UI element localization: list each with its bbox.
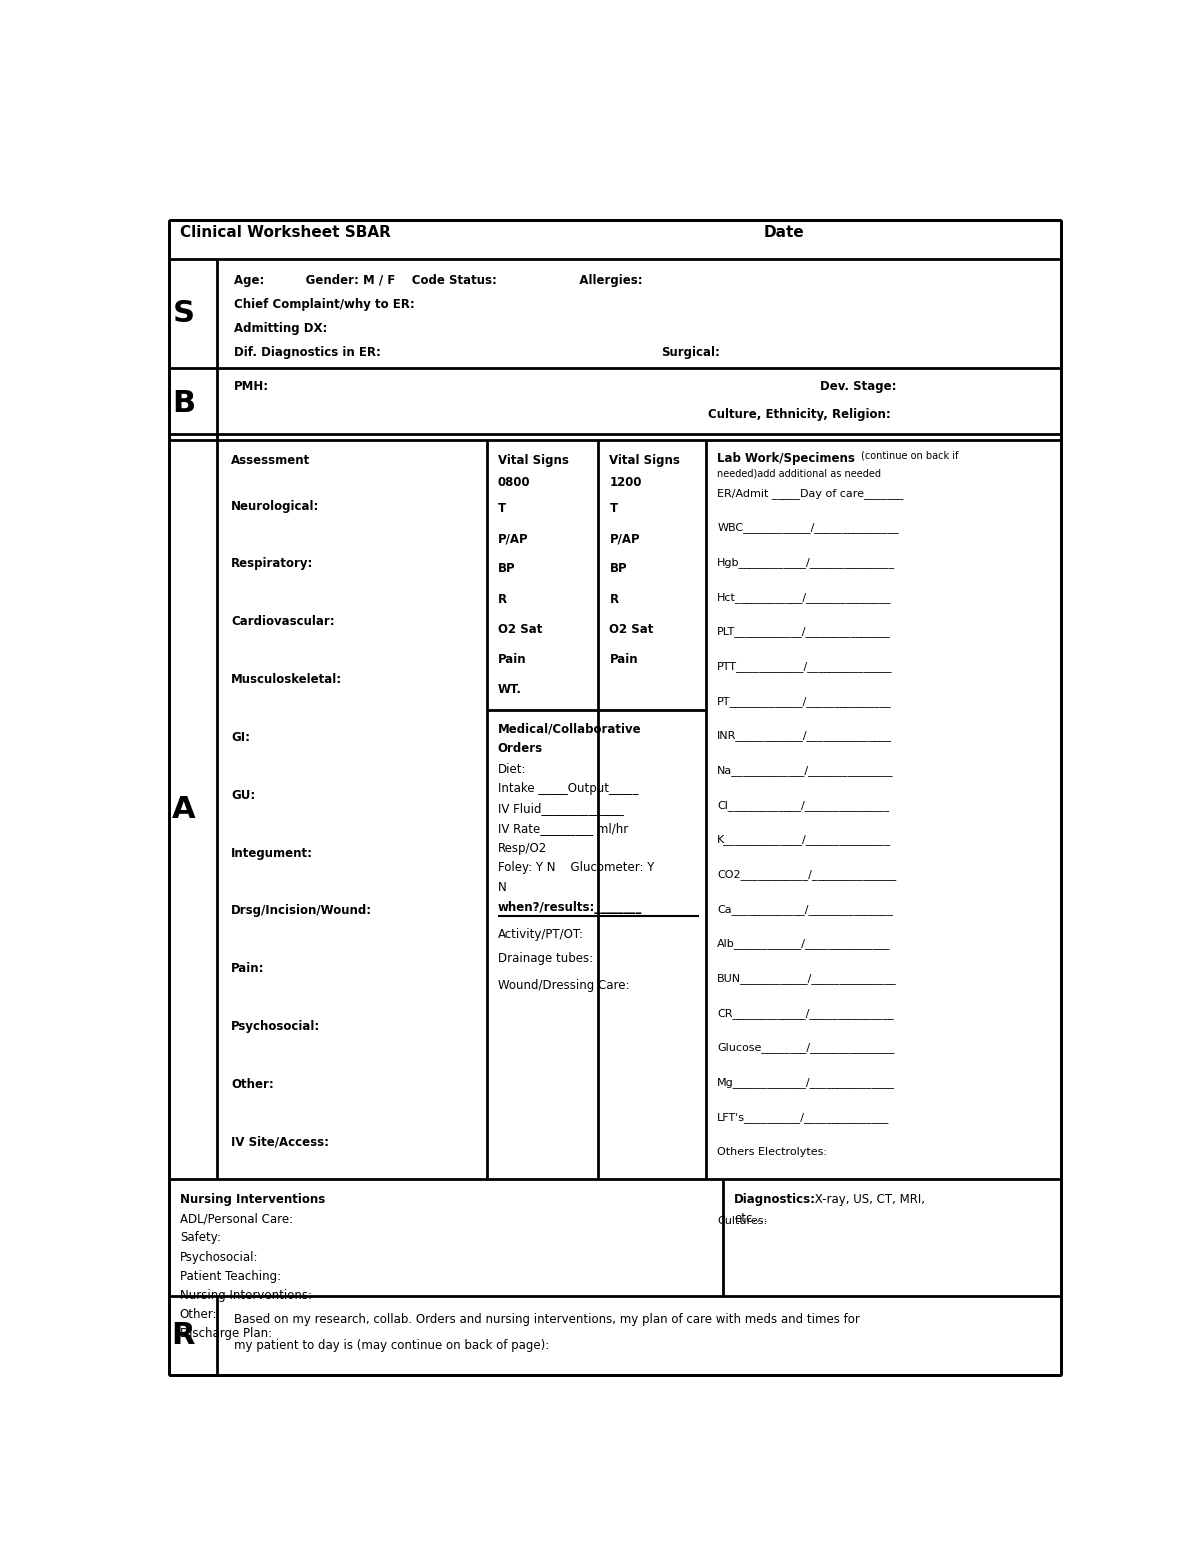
Text: P/AP: P/AP (610, 533, 640, 545)
Text: K______________/_______________: K______________/_______________ (718, 834, 892, 845)
Text: Na_____________/_______________: Na_____________/_______________ (718, 766, 894, 776)
Text: S: S (173, 300, 194, 328)
Text: Integument:: Integument: (230, 846, 313, 859)
Text: PT_____________/_______________: PT_____________/_______________ (718, 696, 892, 707)
Text: PLT____________/_______________: PLT____________/_______________ (718, 626, 892, 637)
Text: ADL/Personal Care:: ADL/Personal Care: (180, 1213, 293, 1225)
Text: Admitting DX:: Admitting DX: (234, 321, 328, 335)
Text: B: B (172, 390, 196, 418)
Text: Other:: Other: (230, 1078, 274, 1090)
Text: needed)add additional as needed: needed)add additional as needed (718, 469, 881, 478)
Text: IV Rate_________ ml/hr: IV Rate_________ ml/hr (498, 822, 628, 836)
Text: O2 Sat: O2 Sat (498, 623, 542, 635)
Text: Musculoskeletal:: Musculoskeletal: (230, 672, 342, 686)
Text: etc....: etc.... (734, 1213, 768, 1225)
Text: Discharge Plan:: Discharge Plan: (180, 1328, 272, 1340)
Text: Psychosocial:: Psychosocial: (230, 1020, 320, 1033)
Text: Based on my research, collab. Orders and nursing interventions, my plan of care : Based on my research, collab. Orders and… (234, 1312, 859, 1326)
Text: PMH:: PMH: (234, 380, 269, 393)
Text: R: R (172, 1322, 196, 1350)
Text: Glucose________/_______________: Glucose________/_______________ (718, 1042, 895, 1053)
Text: Nursing Interventions: Nursing Interventions (180, 1193, 325, 1207)
Text: Safety:: Safety: (180, 1232, 221, 1244)
Text: Drsg/Incision/Wound:: Drsg/Incision/Wound: (230, 904, 372, 918)
Text: Pain: Pain (498, 652, 527, 666)
Text: CO2____________/_______________: CO2____________/_______________ (718, 870, 896, 881)
Text: Patient Teaching:: Patient Teaching: (180, 1270, 281, 1283)
Text: Vital Signs: Vital Signs (610, 453, 680, 467)
Text: 0800: 0800 (498, 475, 530, 489)
Text: IV Site/Access:: IV Site/Access: (230, 1135, 329, 1149)
Text: Culture, Ethnicity, Religion:: Culture, Ethnicity, Religion: (708, 407, 890, 421)
Text: N: N (498, 881, 506, 895)
Text: Cl_____________/_______________: Cl_____________/_______________ (718, 800, 889, 811)
Text: Dev. Stage:: Dev. Stage: (820, 380, 896, 393)
Text: X-ray, US, CT, MRI,: X-ray, US, CT, MRI, (811, 1193, 925, 1207)
Text: T: T (610, 502, 618, 516)
Text: ER/Admit _____Day of care_______: ER/Admit _____Day of care_______ (718, 488, 904, 499)
Text: GI:: GI: (230, 731, 250, 744)
Text: Clinical Worksheet SBAR: Clinical Worksheet SBAR (180, 225, 391, 239)
Text: P/AP: P/AP (498, 533, 528, 545)
Text: Vital Signs: Vital Signs (498, 453, 569, 467)
Text: Mg_____________/_______________: Mg_____________/_______________ (718, 1078, 895, 1089)
Text: Wound/Dressing Care:: Wound/Dressing Care: (498, 980, 629, 992)
Text: T: T (498, 502, 506, 516)
Text: Age:          Gender: M / F    Code Status:                    Allergies:: Age: Gender: M / F Code Status: Allergie… (234, 273, 642, 287)
Text: my patient to day is (may continue on back of page):: my patient to day is (may continue on ba… (234, 1339, 548, 1353)
Text: Diet:: Diet: (498, 763, 527, 776)
Text: Psychosocial:: Psychosocial: (180, 1250, 258, 1264)
Text: Ca_____________/_______________: Ca_____________/_______________ (718, 904, 893, 915)
Text: Pain: Pain (610, 652, 638, 666)
Text: CR_____________/_______________: CR_____________/_______________ (718, 1008, 894, 1019)
Text: A: A (172, 795, 196, 825)
Text: Nursing Interventions:: Nursing Interventions: (180, 1289, 312, 1301)
Text: Lab Work/Specimens: Lab Work/Specimens (718, 452, 856, 464)
Text: Respiratory:: Respiratory: (230, 558, 313, 570)
Text: PTT____________/_______________: PTT____________/_______________ (718, 662, 893, 672)
Text: LFT's__________/_______________: LFT's__________/_______________ (718, 1112, 889, 1123)
Text: Dif. Diagnostics in ER:: Dif. Diagnostics in ER: (234, 346, 380, 359)
Text: Resp/O2: Resp/O2 (498, 842, 547, 854)
Text: O2 Sat: O2 Sat (610, 623, 654, 635)
Text: WBC____________/_______________: WBC____________/_______________ (718, 522, 899, 533)
Text: BP: BP (610, 562, 628, 576)
Text: INR____________/_______________: INR____________/_______________ (718, 730, 893, 741)
Text: Others Electrolytes:: Others Electrolytes: (718, 1146, 827, 1157)
Text: Drainage tubes:: Drainage tubes: (498, 952, 593, 966)
Text: Assessment: Assessment (230, 453, 310, 467)
Text: IV Fluid______________: IV Fluid______________ (498, 803, 624, 815)
Text: Chief Complaint/why to ER:: Chief Complaint/why to ER: (234, 298, 414, 311)
Text: Cultures:: Cultures: (718, 1216, 768, 1225)
Text: Medical/Collaborative: Medical/Collaborative (498, 722, 642, 735)
Text: (continue on back if: (continue on back if (862, 450, 959, 461)
Text: when?/results:________: when?/results:________ (498, 901, 642, 913)
Text: WT.: WT. (498, 683, 522, 696)
Text: Hct____________/_______________: Hct____________/_______________ (718, 592, 892, 603)
Text: Surgical:: Surgical: (661, 346, 720, 359)
Text: GU:: GU: (230, 789, 256, 801)
Text: Other:: Other: (180, 1308, 217, 1322)
Text: Date: Date (764, 225, 804, 239)
Text: Diagnostics:: Diagnostics: (734, 1193, 816, 1207)
Text: Pain:: Pain: (230, 963, 264, 975)
Text: R: R (610, 593, 618, 606)
Text: Intake _____Output_____: Intake _____Output_____ (498, 783, 638, 795)
Text: 1200: 1200 (610, 475, 642, 489)
Text: Orders: Orders (498, 742, 542, 755)
Text: BP: BP (498, 562, 516, 576)
Text: Activity/PT/OT:: Activity/PT/OT: (498, 927, 583, 941)
Text: R: R (498, 593, 506, 606)
Text: Neurological:: Neurological: (230, 500, 319, 512)
Text: Foley: Y N    Glucometer: Y: Foley: Y N Glucometer: Y (498, 862, 654, 874)
Text: Hgb____________/_______________: Hgb____________/_______________ (718, 558, 895, 568)
Text: Cardiovascular:: Cardiovascular: (230, 615, 335, 629)
Text: Alb____________/_______________: Alb____________/_______________ (718, 938, 890, 949)
Text: BUN____________/_______________: BUN____________/_______________ (718, 974, 898, 985)
